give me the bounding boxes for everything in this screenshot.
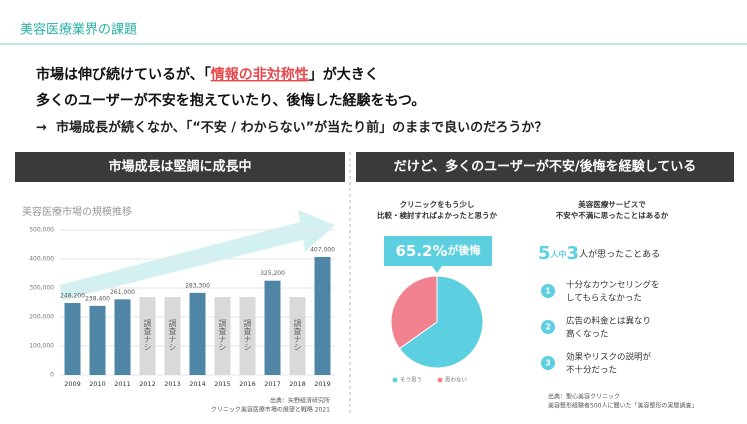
- value-label: 325,200: [260, 270, 285, 277]
- bar: [314, 256, 331, 375]
- chart-title: 美容医療市場の規模推移: [22, 205, 132, 218]
- section-heading: だけど、多くのユーザーが不安/後悔を経験している: [394, 159, 696, 175]
- bar: [264, 280, 281, 375]
- source: 出典：矢野経済研究所: [270, 397, 330, 405]
- item-badge: [541, 356, 555, 370]
- item-text: 効果やリスクの説明が: [566, 352, 652, 363]
- bar: [189, 292, 206, 375]
- lead-line2: 多くのユーザーが不安を抱えていたり、後悔した経験をもつ。: [36, 92, 425, 109]
- item-num: 2: [545, 323, 551, 332]
- source: クリニック美容医療市場の展望と戦略 2021: [211, 406, 330, 414]
- value-label: 261,000: [110, 289, 135, 296]
- item-num: 1: [545, 287, 551, 296]
- callout-suffix: が後悔: [448, 243, 481, 257]
- lead-text: 市場は伸び続けているが、「: [36, 66, 211, 83]
- item-badge: [541, 284, 555, 298]
- no-data-label: 調査ナシ: [293, 318, 302, 351]
- y-tick-label: 400,000: [29, 256, 54, 263]
- y-tick-label: 100,000: [29, 343, 54, 350]
- header-title: 美容医療業界の課題: [20, 22, 137, 38]
- section-heading: 市場成長は堅調に成長中: [108, 159, 251, 175]
- item-num: 3: [545, 359, 551, 368]
- pie-slice: [390, 275, 438, 350]
- bar: [89, 305, 106, 375]
- no-data-bar: [139, 297, 156, 375]
- bar: [64, 303, 81, 375]
- source: 出典：聖心美容クリニック: [548, 393, 620, 401]
- callout-value: 65.2%: [395, 242, 447, 260]
- pie-title: クリニックをもう少し: [400, 199, 475, 209]
- bar: [114, 299, 131, 375]
- lead-line3-arrow: →: [36, 121, 47, 136]
- legend-swatch: [392, 377, 398, 383]
- section-bar: [356, 152, 734, 182]
- q2-title: 美容医療サービスで: [578, 199, 646, 209]
- value-label: 283,300: [185, 282, 210, 289]
- x-tick-label: 2010: [89, 380, 106, 388]
- x-tick-label: 2014: [189, 380, 206, 388]
- no-data-label: 調査ナシ: [218, 318, 227, 351]
- value-label: 407,000: [310, 246, 335, 253]
- y-tick-label: 300,000: [29, 285, 54, 292]
- ratio-num: 3: [567, 243, 580, 264]
- q2-title: 不安や不満に思ったことはあるか: [556, 210, 669, 220]
- x-tick-label: 2016: [239, 380, 256, 388]
- pie-title: 比較・検討すればよかったと思うか: [377, 210, 497, 220]
- ratio-text: 人が思ったことある: [579, 248, 660, 260]
- x-tick-label: 2017: [264, 380, 281, 388]
- item-text: してもらえなかった: [566, 294, 642, 304]
- no-data-bar: [289, 297, 306, 375]
- item-text: 広告の料金とは異なり: [566, 316, 651, 327]
- no-data-bar: [239, 297, 256, 375]
- item-badge: [541, 320, 555, 334]
- y-tick-label: 200,000: [29, 314, 54, 321]
- lead-line3: 市場成長が続くなか、「“不安 / わからない”が当たり前」のままで良いのだろうか…: [56, 120, 547, 136]
- callout: 65.2%が後悔: [395, 242, 480, 260]
- ratio-num: 5: [538, 243, 551, 264]
- callout-pointer: [432, 266, 442, 273]
- x-tick-label: 2019: [314, 380, 331, 388]
- no-data-bar: [214, 297, 231, 375]
- item-text: 高くなった: [566, 329, 609, 340]
- x-tick-label: 2011: [114, 380, 131, 388]
- x-tick-label: 2015: [214, 380, 231, 388]
- x-tick-label: 2012: [139, 380, 156, 388]
- value-label: 248,200: [60, 293, 85, 300]
- x-tick-label: 2013: [164, 380, 181, 388]
- lead-line1: 市場は伸び続けているが、「情報の非対称性」が大きく: [36, 66, 379, 83]
- section-bar: [15, 152, 345, 182]
- ratio-text: 人中: [551, 249, 567, 259]
- value-label: 238,400: [85, 295, 110, 302]
- x-tick-label: 2009: [64, 380, 81, 388]
- no-data-bar: [164, 297, 181, 375]
- x-tick-label: 2018: [289, 380, 306, 388]
- y-tick-label: 0: [50, 372, 54, 379]
- pie-slice: [398, 275, 484, 369]
- legend-label: 思わない: [445, 377, 468, 384]
- no-data-label: 調査ナシ: [243, 318, 252, 351]
- no-data-label: 調査ナシ: [168, 318, 177, 351]
- item-text: 不十分だった: [566, 365, 617, 376]
- y-tick-label: 500,000: [29, 227, 54, 234]
- no-data-label: 調査ナシ: [143, 318, 152, 351]
- lead-text: 」が大きく: [309, 66, 379, 83]
- legend-label: そう思う: [400, 377, 422, 384]
- callout-box: [384, 236, 492, 266]
- legend-swatch: [437, 377, 443, 383]
- source: 美容整形経験者500人に聞いた「美容整形の実態調査」: [548, 402, 697, 410]
- lead-emphasis: 情報の非対称性: [211, 66, 309, 83]
- item-text: 十分なカウンセリングを: [566, 280, 660, 291]
- ratio: 5人中3人が思ったことある: [538, 243, 660, 264]
- growth-arrow: [60, 210, 335, 300]
